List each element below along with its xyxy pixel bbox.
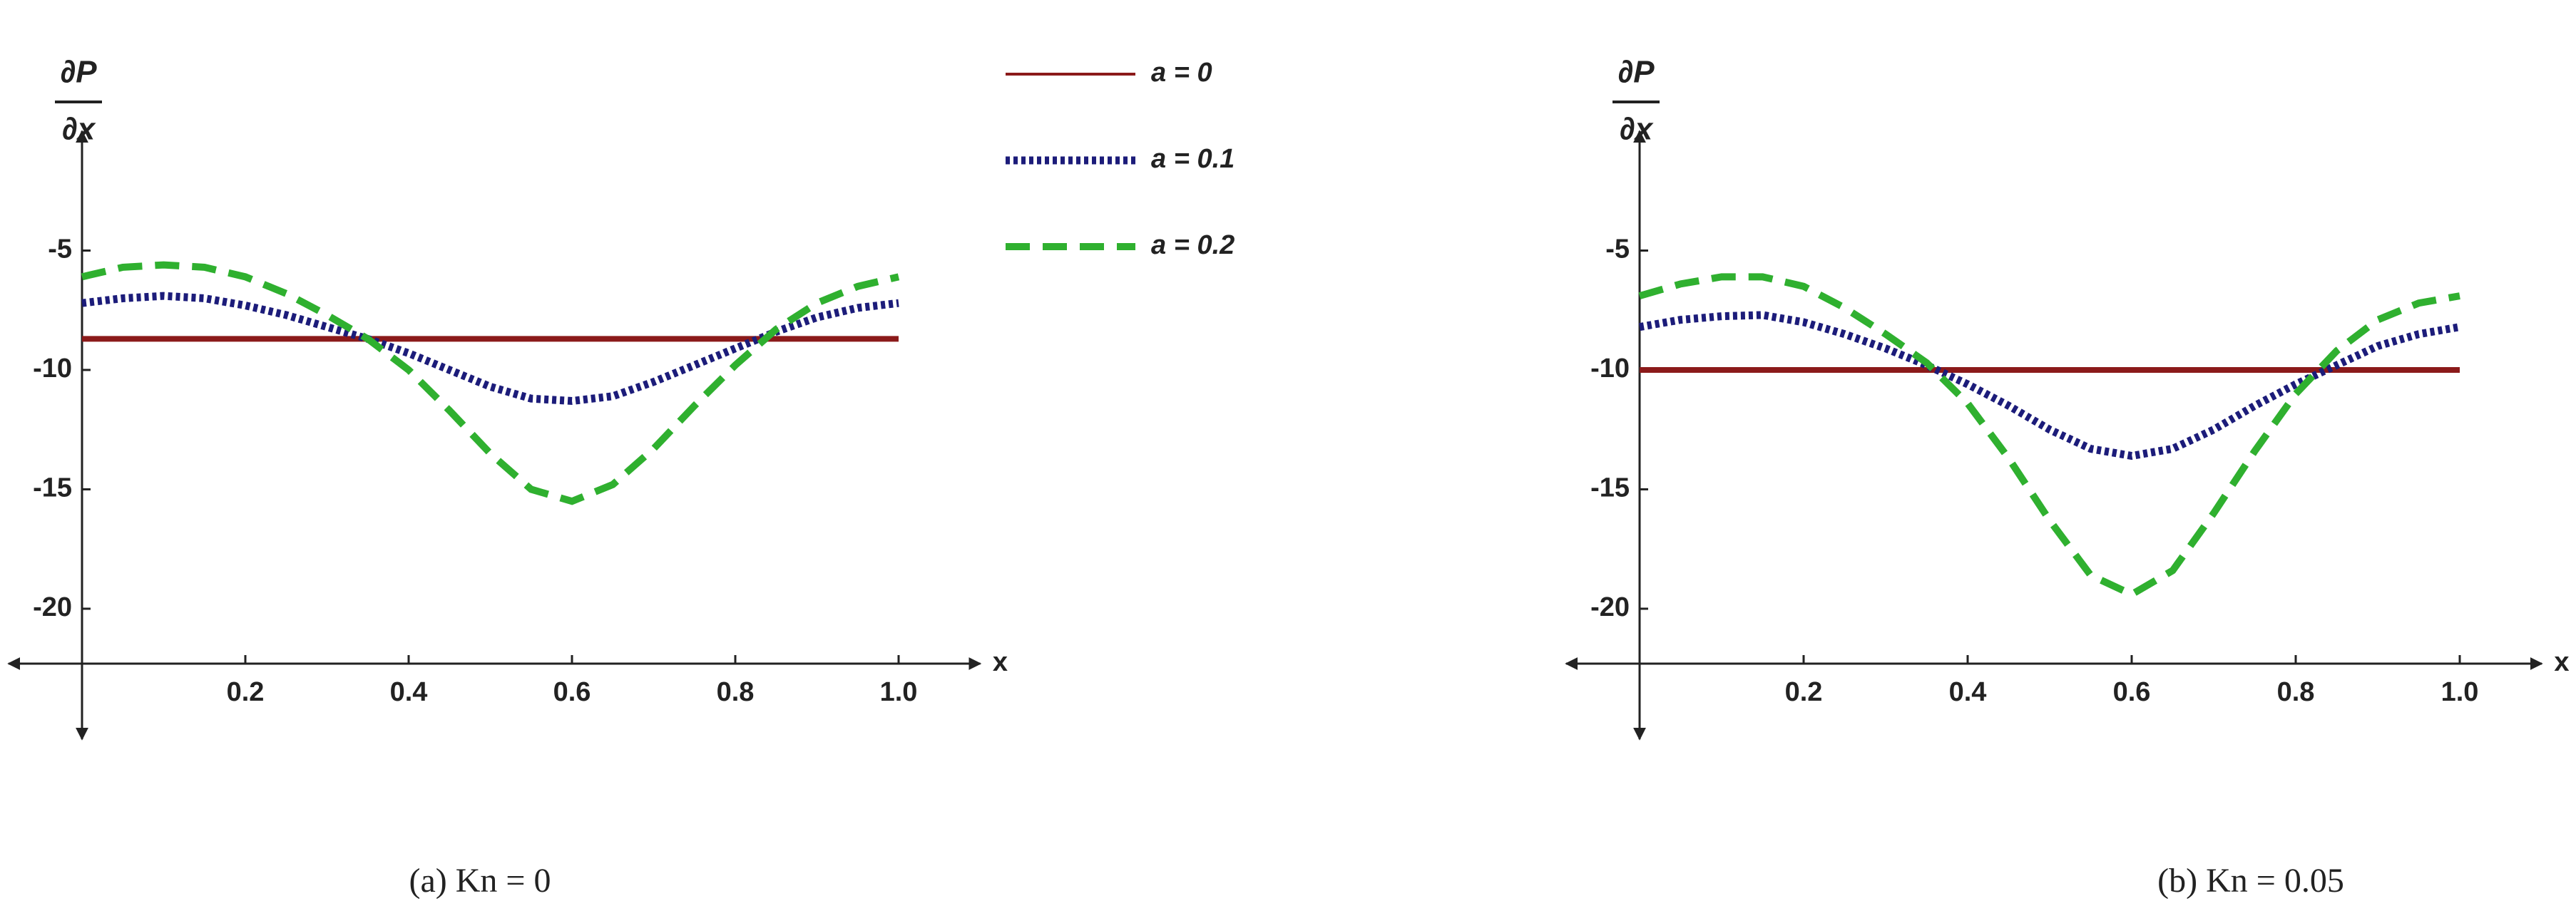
line-series [1639, 311, 2460, 460]
y-label-numerator: ∂P [1617, 55, 1655, 90]
x-tick-label: 0.4 [390, 677, 428, 707]
caption: (b) Kn = 0.05 [2157, 862, 2344, 900]
y-label-numerator: ∂P [60, 55, 97, 90]
y-tick-label: -5 [1605, 235, 1630, 264]
x-axis-label: x [993, 647, 1008, 677]
y-tick-label: -20 [1590, 592, 1630, 622]
line-series [1638, 273, 2460, 599]
y-label-denominator: ∂x [62, 112, 96, 147]
x-tick-label: 0.8 [717, 677, 755, 707]
y-tick-label: -10 [1590, 354, 1630, 383]
line-series [81, 292, 899, 406]
line-series [81, 261, 900, 505]
y-label-denominator: ∂x [1620, 112, 1654, 147]
legend-label: a = 0.2 [1151, 230, 1235, 260]
caption: (a) Kn = 0 [409, 862, 551, 900]
x-tick-label: 0.8 [2277, 677, 2315, 707]
x-tick-label: 0.6 [2113, 677, 2151, 707]
x-tick-label: 1.0 [880, 677, 918, 707]
x-axis-label: x [2554, 647, 2569, 677]
x-tick-label: 0.2 [1785, 677, 1823, 707]
x-tick-label: 0.4 [1949, 677, 1987, 707]
x-tick-label: 1.0 [2441, 677, 2479, 707]
y-tick-label: -5 [48, 235, 72, 264]
y-tick-label: -15 [33, 473, 72, 503]
legend-label: a = 0.1 [1151, 144, 1235, 174]
x-tick-label: 0.2 [227, 677, 265, 707]
x-tick-label: 0.6 [553, 677, 591, 707]
y-tick-label: -10 [33, 354, 72, 383]
y-tick-label: -15 [1590, 473, 1630, 503]
legend-label: a = 0 [1151, 58, 1212, 88]
y-tick-label: -20 [33, 592, 72, 622]
